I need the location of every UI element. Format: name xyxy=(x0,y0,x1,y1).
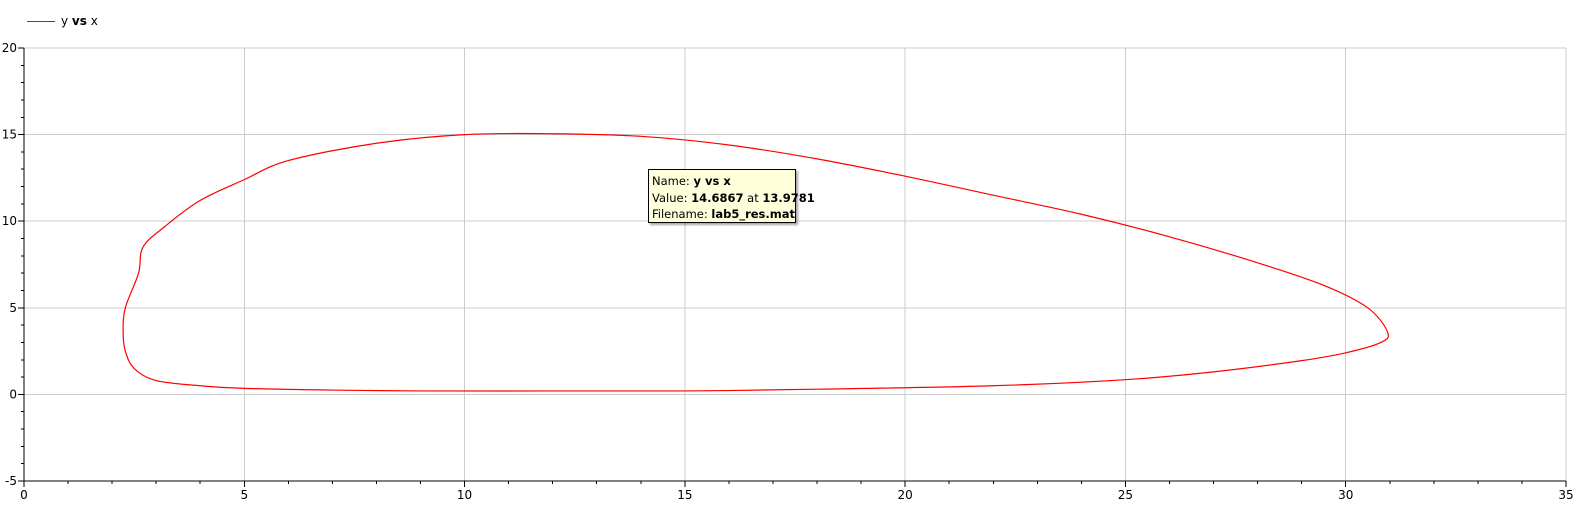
tooltip-value-row: Value: 14.6867 at 13.9781 xyxy=(652,190,815,205)
data-tooltip: Name: y vs x Value: 14.6867 at 13.9781 F… xyxy=(648,169,815,223)
legend[interactable]: y vs x xyxy=(27,14,98,28)
legend-swatch xyxy=(27,20,55,22)
tick-marks xyxy=(18,47,1567,487)
axes xyxy=(23,48,1566,482)
series-line-0 xyxy=(122,132,1390,392)
tooltip-name-row: Name: y vs x xyxy=(652,174,731,188)
y-tick-label-10: 10 xyxy=(2,214,17,228)
x-tick-label-0: 0 xyxy=(20,488,28,502)
tooltip-filename-row: Filename: lab5_res.mat xyxy=(652,207,796,221)
x-tick-label-20: 20 xyxy=(898,488,913,502)
grid-lines xyxy=(24,47,1567,481)
y-tick-label-20: 20 xyxy=(2,41,17,55)
x-tick-label-35: 35 xyxy=(1558,488,1573,502)
x-tick-label-10: 10 xyxy=(457,488,472,502)
x-tick-label-15: 15 xyxy=(677,488,692,502)
x-tick-label-5: 5 xyxy=(240,488,248,502)
y-tick-label-15: 15 xyxy=(2,128,17,142)
series-layer xyxy=(122,132,1390,392)
y-tick-label-5: 5 xyxy=(9,301,17,315)
x-tick-label-25: 25 xyxy=(1118,488,1133,502)
y-tick-label-0: 0 xyxy=(9,387,17,401)
y-tick-label--5: -5 xyxy=(5,474,17,488)
legend-label: y vs x xyxy=(61,14,98,28)
x-tick-label-30: 30 xyxy=(1338,488,1353,502)
